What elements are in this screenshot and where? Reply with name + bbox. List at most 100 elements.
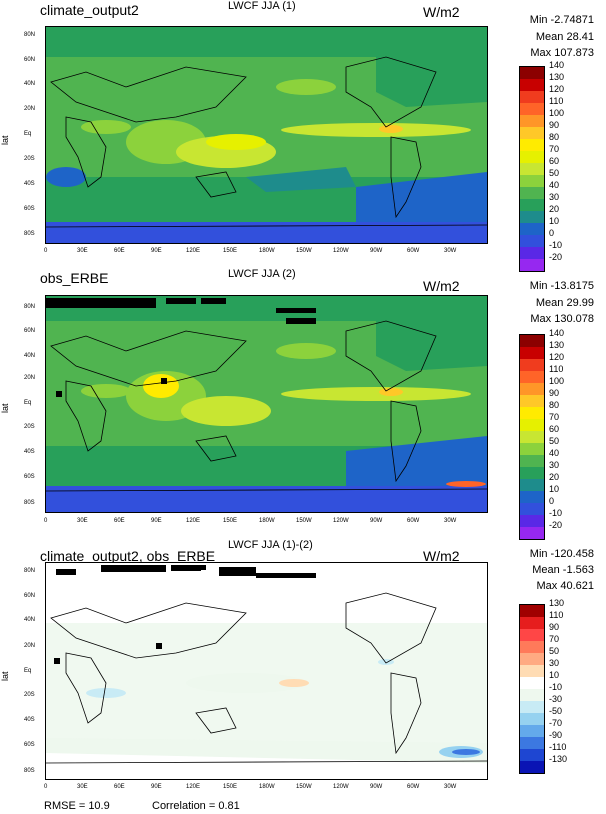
lat-tick: 80S <box>24 231 35 237</box>
colorbar-swatch <box>520 79 544 91</box>
colorbar-label: -10 <box>549 240 563 250</box>
panel-units: W/m2 <box>423 548 460 564</box>
colorbar-swatch <box>520 223 544 235</box>
colorbar-label: 50 <box>549 436 560 446</box>
colorbar-label: 110 <box>549 96 564 106</box>
colorbar-label: -10 <box>549 508 563 518</box>
colorbar-swatch <box>520 115 544 127</box>
colorbar-label: 50 <box>549 168 560 178</box>
colorbar-label: 60 <box>549 424 560 434</box>
colorbar-label: 0 <box>549 496 555 506</box>
colorbar-swatch <box>520 371 544 383</box>
colorbar-swatch <box>520 163 544 175</box>
colorbar <box>519 66 545 272</box>
lon-tick: 0 <box>44 248 48 254</box>
colorbar-swatch <box>520 431 544 443</box>
colorbar-label: 130 <box>549 72 565 82</box>
lon-tick: 30E <box>77 518 88 524</box>
lat-tick: 60N <box>24 57 36 63</box>
lat-tick: 40S <box>24 449 35 455</box>
lat-tick: Eq <box>24 400 32 406</box>
colorbar-label: -10 <box>549 682 563 692</box>
colorbar-label: 140 <box>549 328 565 338</box>
panel-title: LWCF JJA (1)-(2) <box>228 539 313 551</box>
lat-tick: 80N <box>24 304 36 310</box>
colorbar-swatch <box>520 67 544 79</box>
lon-tick: 60E <box>114 784 125 790</box>
lon-tick: 30E <box>77 248 88 254</box>
lon-tick: 60W <box>407 518 420 524</box>
panel-1: climate_output2 LWCF JJA (1) W/m2 Min -2… <box>0 0 606 272</box>
colorbar-swatch <box>520 503 544 515</box>
lon-tick: 120E <box>186 248 201 254</box>
lat-tick: 80N <box>24 32 36 38</box>
heatmap-plot <box>45 562 488 780</box>
correlation-label: Correlation = 0.81 <box>152 800 240 812</box>
panel-2: obs_ERBE LWCF JJA (2) W/m2 Min -13.8175 … <box>0 268 606 540</box>
colorbar-label: 10 <box>549 484 560 494</box>
lat-tick: 20N <box>24 375 36 381</box>
colorbar-swatch <box>520 407 544 419</box>
colorbar-swatch <box>520 395 544 407</box>
lon-tick: 90E <box>151 248 162 254</box>
lon-tick: 30W <box>444 784 457 790</box>
colorbar <box>519 334 545 540</box>
lat-tick: Eq <box>24 668 32 674</box>
colorbar-label: 50 <box>549 646 560 656</box>
lon-tick: 60E <box>114 518 125 524</box>
stat-mean: Mean -1.563 <box>532 564 594 576</box>
stat-mean: Mean 28.41 <box>535 31 594 43</box>
lon-tick: 120W <box>333 248 349 254</box>
colorbar-label: 30 <box>549 192 560 202</box>
colorbar-label: -70 <box>549 718 563 728</box>
lat-tick: Eq <box>24 131 32 137</box>
colorbar-swatch <box>520 443 544 455</box>
lon-tick: 90E <box>151 518 162 524</box>
colorbar-label: 100 <box>549 108 565 118</box>
colorbar-swatch <box>520 749 544 761</box>
heatmap-svg <box>46 563 487 779</box>
colorbar-swatch <box>520 247 544 259</box>
lat-tick: 80S <box>24 500 35 506</box>
lon-tick: 120E <box>186 784 201 790</box>
panel-field-name: obs_ERBE <box>40 270 109 286</box>
lon-tick: 90W <box>370 784 383 790</box>
colorbar-swatch <box>520 259 544 271</box>
colorbar-label: 70 <box>549 144 560 154</box>
colorbar-swatch <box>520 641 544 653</box>
colorbar-swatch <box>520 479 544 491</box>
colorbar-swatch <box>520 139 544 151</box>
colorbar-label: 20 <box>549 204 560 214</box>
lon-tick: 90E <box>151 784 162 790</box>
lon-tick: 120E <box>186 518 201 524</box>
colorbar-swatch <box>520 127 544 139</box>
panel-field-name: climate_output2 <box>40 2 139 18</box>
lon-tick: 150E <box>223 784 238 790</box>
colorbar-label: 0 <box>549 228 555 238</box>
colorbar-swatch <box>520 383 544 395</box>
lon-tick: 30W <box>444 518 457 524</box>
lat-tick: 20S <box>24 424 35 430</box>
lat-tick: 20N <box>24 643 36 649</box>
colorbar-label: 90 <box>549 622 560 632</box>
colorbar-swatch <box>520 211 544 223</box>
colorbar-swatch <box>520 653 544 665</box>
colorbar-label: -130 <box>549 754 568 764</box>
colorbar-label: 80 <box>549 400 560 410</box>
panel-field-name: climate_output2, obs_ERBE <box>40 548 216 564</box>
colorbar-label: -30 <box>549 694 563 704</box>
panel-units: W/m2 <box>423 4 460 20</box>
colorbar-swatch <box>520 665 544 677</box>
lon-tick: 60E <box>114 248 125 254</box>
colorbar-label: -50 <box>549 706 563 716</box>
colorbar-label: 120 <box>549 84 565 94</box>
colorbar-label: 120 <box>549 352 565 362</box>
colorbar-swatch <box>520 419 544 431</box>
lon-tick: 180W <box>259 248 275 254</box>
lon-tick: 30E <box>77 784 88 790</box>
colorbar-swatch <box>520 235 544 247</box>
colorbar-label: 90 <box>549 120 560 130</box>
lat-tick: 60N <box>24 328 36 334</box>
colorbar-label: 70 <box>549 412 560 422</box>
colorbar-swatch <box>520 91 544 103</box>
